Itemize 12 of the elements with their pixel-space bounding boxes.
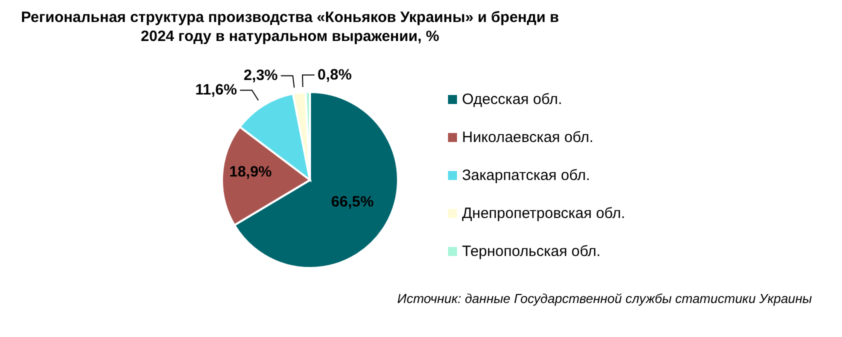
legend-label: Николаевская обл.: [462, 128, 594, 146]
legend-label: Днепропетровская обл.: [462, 204, 626, 222]
legend-label: Закарпатская обл.: [462, 166, 590, 184]
data-label: 18,9%: [229, 164, 272, 181]
data-label: 11,6%: [195, 82, 237, 99]
legend-label: Одесская обл.: [462, 90, 562, 108]
data-label: 66,5%: [331, 193, 374, 210]
legend-label: Тернопольская обл.: [462, 242, 601, 260]
chart-title: Региональная структура производства «Коньяков Украины» и бренди в 2024 году в натуральном выражении, %: [20, 8, 560, 46]
data-label: 2,3%: [244, 67, 278, 84]
data-label: 0,8%: [317, 66, 352, 84]
text: Источник: данные Государственной службы статистики Украины: [397, 291, 812, 306]
